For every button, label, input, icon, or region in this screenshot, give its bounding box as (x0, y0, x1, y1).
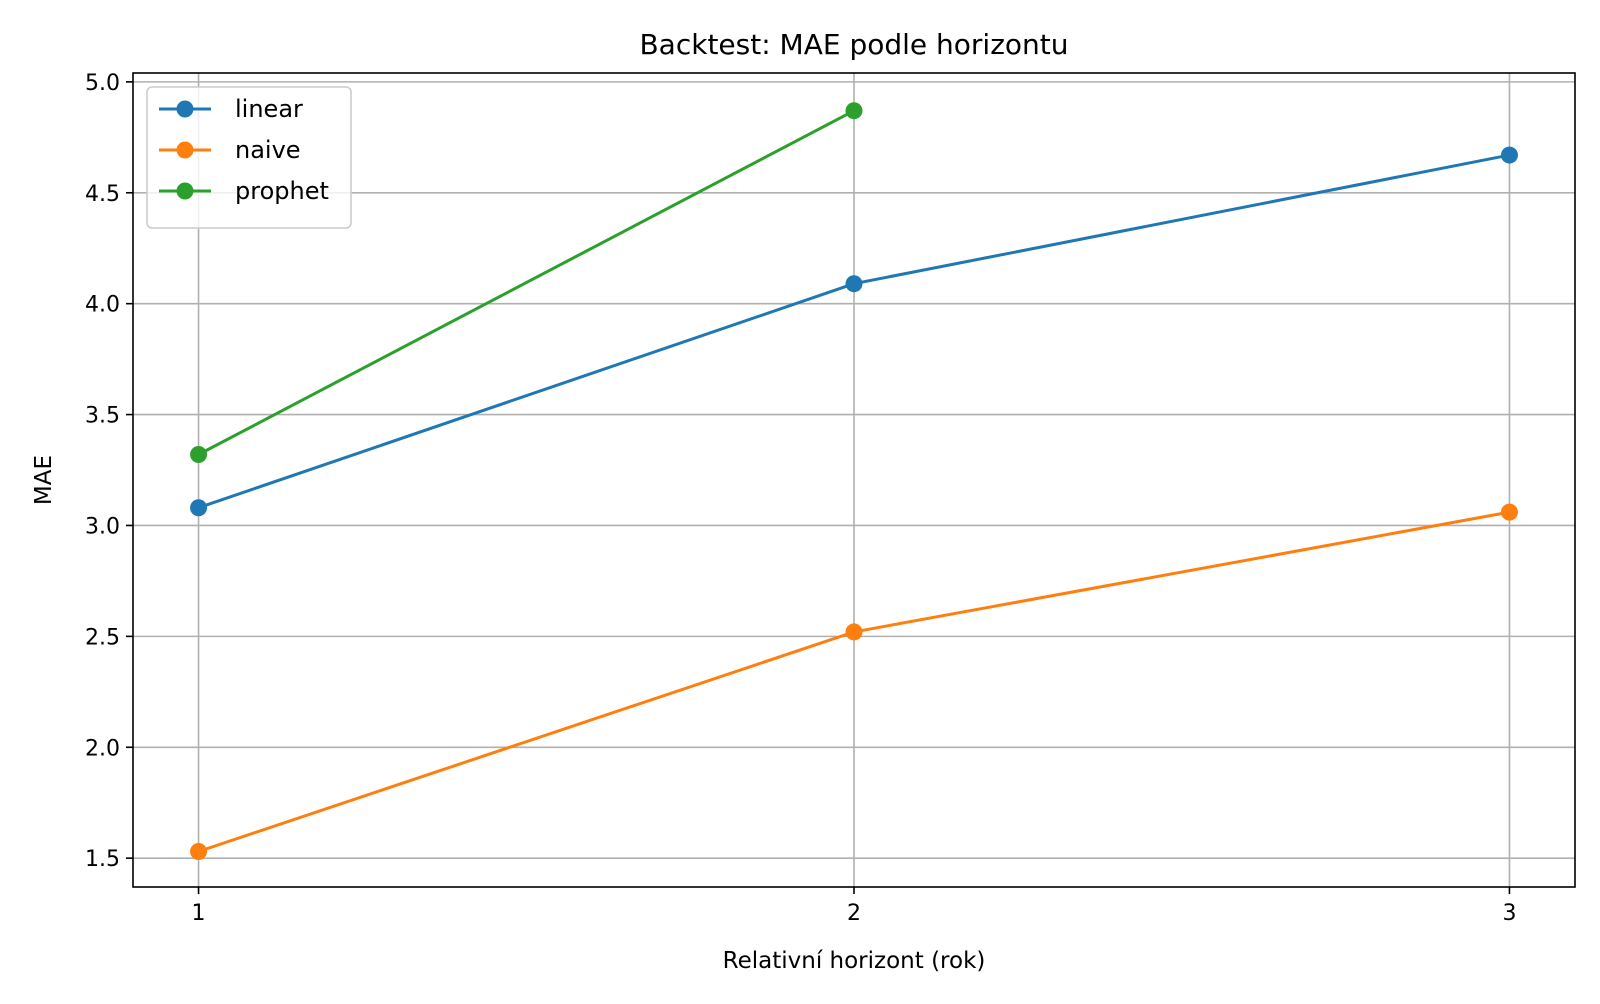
legend: linear naive prophet (146, 86, 352, 229)
x-tick-label: 1 (192, 901, 206, 926)
series-line-prophet (197, 109, 855, 456)
legend-label-linear: linear (235, 95, 303, 123)
y-tick-label: 5.0 (85, 71, 120, 96)
y-tick-label: 1.5 (85, 847, 120, 872)
data-point-linear (845, 275, 863, 293)
data-point-naive (845, 623, 863, 641)
legend-label-prophet: prophet (235, 177, 329, 205)
legend-marker-prophet (176, 182, 194, 200)
y-axis-label: MAE (31, 455, 57, 505)
legend-marker-linear (176, 100, 194, 118)
data-point-prophet (845, 102, 863, 120)
x-tick-label: 2 (847, 901, 861, 926)
legend-marker-naive (176, 141, 194, 159)
y-tick-label: 3.0 (85, 514, 120, 539)
axis-ticks: 1 2 3 1.5 2.0 2.5 3.0 3.5 4.0 4.5 5.0 (85, 71, 1516, 926)
y-tick-label: 2.0 (85, 736, 120, 761)
y-tick-label: 3.5 (85, 404, 120, 429)
legend-box (146, 86, 352, 229)
y-tick-label: 4.0 (85, 293, 120, 318)
legend-label-naive: naive (235, 136, 301, 164)
data-point-linear (190, 499, 208, 517)
data-point-naive (1500, 503, 1518, 521)
chart-title: Backtest: MAE podle horizontu (639, 28, 1068, 61)
data-point-linear (1500, 146, 1518, 164)
x-axis-label: Relativní horizont (rok) (723, 948, 986, 974)
x-tick-label: 3 (1502, 901, 1516, 926)
data-point-prophet (190, 445, 208, 463)
y-tick-label: 4.5 (85, 182, 120, 207)
data-point-naive (190, 843, 208, 861)
y-tick-label: 2.5 (85, 625, 120, 650)
series-layer (190, 102, 1518, 861)
